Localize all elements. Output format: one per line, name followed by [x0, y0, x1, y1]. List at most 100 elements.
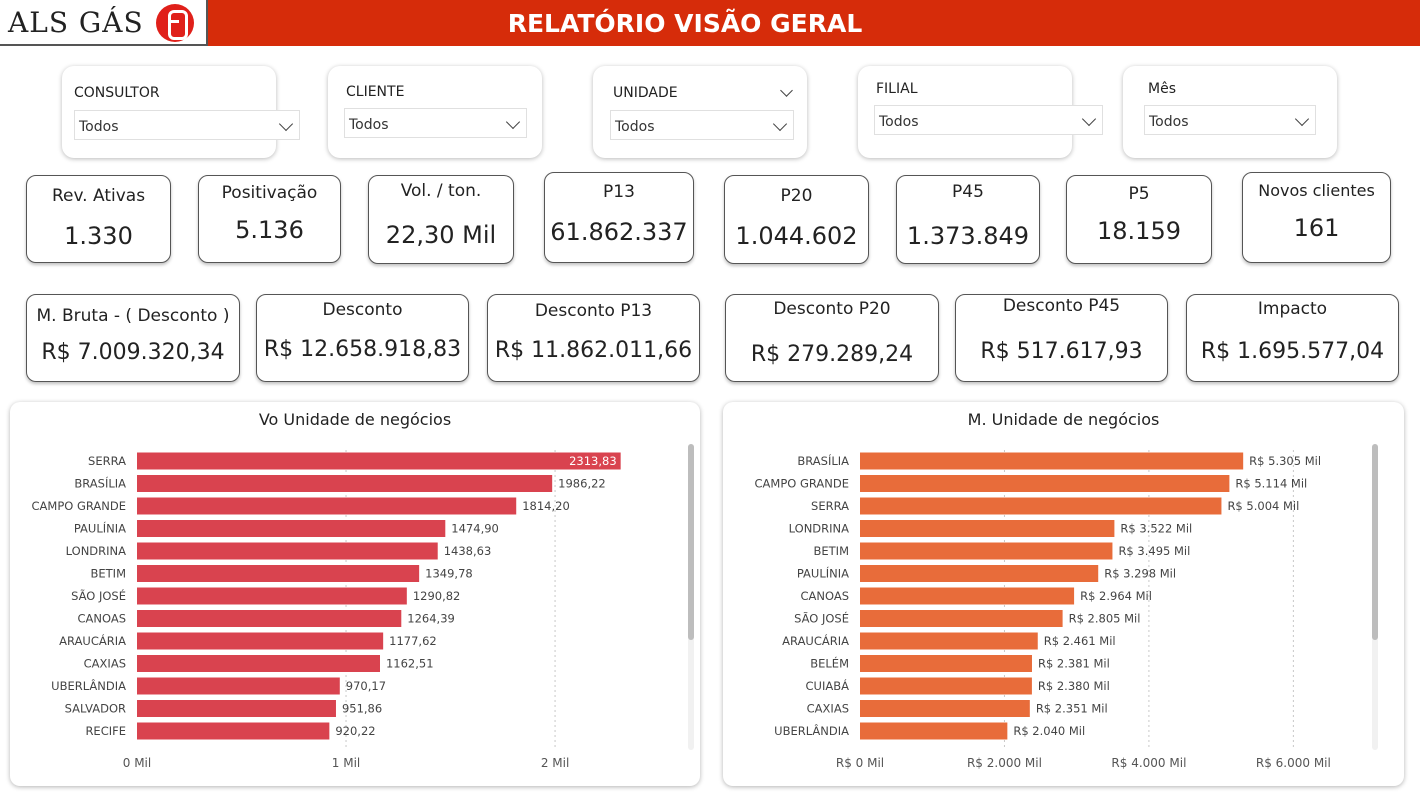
kpi-label: P13 — [603, 182, 635, 202]
kpi-value: 18.159 — [1097, 217, 1181, 245]
kpi-desconto-p13: Desconto P13 R$ 11.862.011,66 — [487, 294, 700, 382]
bar[interactable] — [860, 655, 1032, 672]
kpi-label: Novos clientes — [1258, 181, 1375, 200]
kpi-p5: P5 18.159 — [1066, 175, 1212, 264]
category-label: RECIFE — [85, 724, 126, 738]
bar[interactable] — [137, 565, 420, 582]
cliente-dropdown[interactable]: Todos — [344, 108, 527, 138]
bar[interactable] — [137, 655, 380, 672]
kpi-novos-clientes: Novos clientes 161 — [1242, 172, 1391, 263]
kpi-label: P45 — [952, 182, 984, 202]
filter-label: FILIAL — [876, 81, 918, 97]
bar[interactable] — [137, 587, 407, 605]
filial-dropdown[interactable]: Todos — [874, 105, 1103, 135]
data-label: 1177,62 — [389, 634, 437, 648]
data-label: R$ 3.522 Mil — [1120, 522, 1192, 536]
chart-volume-unidade: Vo Unidade de negócios 0 Mil 1 Mil 2 Mil SE… — [10, 402, 700, 786]
bar[interactable] — [137, 610, 402, 627]
kpi-desconto: Desconto R$ 12.658.918,83 — [256, 294, 469, 382]
kpi-value: 61.862.337 — [550, 218, 688, 246]
bar[interactable] — [137, 632, 384, 650]
kpi-label: Desconto P13 — [534, 301, 653, 321]
filter-label: CLIENTE — [346, 84, 405, 100]
x-tick-label: R$ 0 Mil — [836, 756, 884, 770]
kpi-desconto-p45: Desconto P45 R$ 517.617,93 — [955, 294, 1168, 382]
filter-label: UNIDADE — [613, 85, 678, 101]
bar[interactable] — [860, 677, 1032, 695]
gas-cylinder-icon — [156, 4, 194, 42]
data-label: 1162,51 — [386, 657, 434, 671]
chart-title: M. Unidade de negócios — [967, 410, 1160, 429]
header-bar: ALS GÁS RELATÓRIO VISÃO GERAL — [0, 0, 1420, 46]
category-label: CAMPO GRANDE — [755, 477, 850, 491]
kpi-label: Positivação — [221, 183, 318, 203]
chart-scrollbar[interactable] — [1372, 444, 1378, 750]
bar[interactable] — [137, 722, 330, 740]
kpi-p45: P45 1.373.849 — [896, 175, 1040, 264]
chevron-down-icon — [1294, 111, 1310, 127]
kpi-label: Desconto — [322, 300, 403, 320]
data-label: 951,86 — [342, 702, 382, 716]
kpi-label: P20 — [780, 186, 813, 206]
dropdown-value: Todos — [349, 117, 389, 133]
kpi-value: 1.373.849 — [906, 222, 1030, 250]
category-label: PAULÍNIA — [74, 521, 126, 536]
bar[interactable] — [137, 475, 553, 492]
kpi-p13: P13 61.862.337 — [544, 172, 694, 263]
kpi-value: 22,30 Mil — [385, 221, 497, 249]
bar[interactable] — [860, 632, 1038, 650]
category-label: BRASÍLIA — [797, 453, 849, 468]
unidade-dropdown[interactable]: Todos — [610, 110, 794, 140]
scrollbar-thumb[interactable] — [688, 444, 694, 640]
data-label: 1264,39 — [407, 612, 455, 626]
kpi-label: Rev. Ativas — [51, 186, 146, 206]
bar[interactable] — [860, 700, 1030, 717]
chevron-down-icon — [1081, 111, 1097, 127]
category-label: CANOAS — [800, 589, 849, 603]
bar[interactable] — [137, 452, 621, 470]
category-label: SÃO JOSÉ — [794, 611, 849, 626]
filter-consultor: CONSULTOR Todos — [62, 66, 300, 158]
mes-dropdown[interactable]: Todos — [1144, 105, 1316, 135]
x-tick-label: R$ 4.000 Mil — [1111, 756, 1186, 770]
data-label: R$ 2.805 Mil — [1069, 612, 1141, 626]
bar[interactable] — [137, 542, 438, 560]
bar[interactable] — [860, 452, 1244, 470]
data-label: R$ 2.461 Mil — [1044, 634, 1116, 648]
scrollbar-thumb[interactable] — [1372, 444, 1378, 640]
data-label: 970,17 — [346, 679, 386, 693]
bar[interactable] — [860, 587, 1075, 605]
filter-cliente: CLIENTE Todos — [328, 66, 542, 158]
x-tick-label: R$ 2.000 Mil — [967, 756, 1042, 770]
chart-margem-unidade: M. Unidade de negócios R$ 0 Mil R$ 2.000 … — [723, 402, 1404, 786]
bar[interactable] — [860, 722, 1008, 740]
bar[interactable] — [860, 542, 1113, 560]
kpi-impacto: Impacto R$ 1.695.577,04 — [1186, 294, 1399, 382]
dropdown-value: Todos — [79, 119, 119, 135]
kpi-rev-ativas: Rev. Ativas 1.330 — [26, 175, 171, 263]
filter-label: CONSULTOR — [74, 85, 160, 101]
bar-chart-volume: 0 Mil 1 Mil 2 Mil SERRA 2313,83 BRASÍLIA 1986,… — [32, 450, 621, 770]
bar[interactable] — [137, 520, 446, 537]
bar[interactable] — [137, 497, 517, 515]
data-label: 1438,63 — [444, 544, 492, 558]
dropdown-value: Todos — [1149, 114, 1189, 130]
bar[interactable] — [137, 677, 340, 695]
bar[interactable] — [860, 497, 1222, 515]
chart-scrollbar[interactable] — [688, 444, 694, 750]
category-label: UBERLÂNDIA — [774, 723, 849, 738]
logo-text: ALS GÁS — [8, 6, 144, 39]
data-label: 920,22 — [335, 724, 375, 738]
data-label: 1986,22 — [558, 477, 606, 491]
kpi-positivacao: Positivação 5.136 — [198, 175, 341, 263]
category-label: CAMPO GRANDE — [32, 499, 127, 513]
bar[interactable] — [860, 565, 1099, 582]
bar[interactable] — [860, 475, 1230, 492]
bar[interactable] — [137, 700, 336, 717]
data-label: 1290,82 — [413, 589, 461, 603]
consultor-dropdown[interactable]: Todos — [74, 110, 300, 140]
category-label: ARAUCÁRIA — [782, 633, 849, 648]
bar[interactable] — [860, 520, 1115, 537]
chevron-down-icon[interactable] — [780, 84, 793, 97]
bar[interactable] — [860, 610, 1063, 627]
